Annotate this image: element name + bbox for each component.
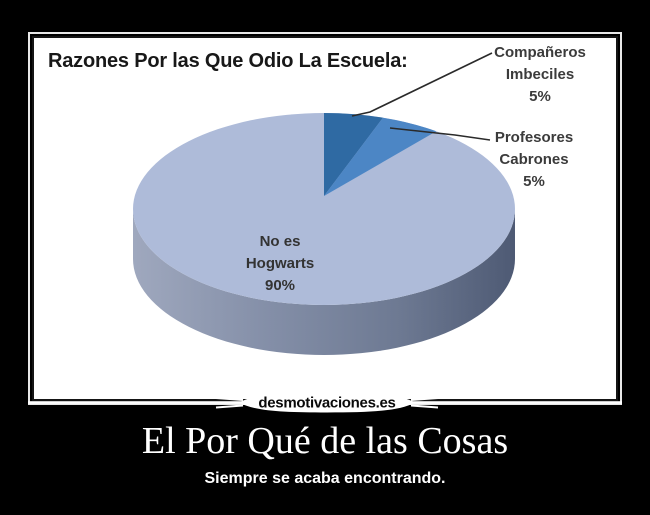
- watermark-ribbon: desmotivaciones.es: [28, 392, 622, 413]
- pie-label-line: Cabrones: [499, 151, 569, 168]
- pie-label-profesores: Profesores Cabrones 5%: [479, 127, 589, 193]
- pie-label-hogwarts: No es Hogwarts 90%: [225, 231, 335, 297]
- pie-label-line: Compañeros: [494, 44, 586, 61]
- caption-subtitle: Siempre se acaba encontrando.: [204, 470, 446, 487]
- leader-line-companeros: [351, 52, 493, 117]
- pie-label-percent: 5%: [529, 88, 551, 105]
- pie-label-companeros: Compañeros Imbeciles 5%: [485, 42, 595, 108]
- pie-chart: [133, 52, 515, 355]
- chart-title: Razones Por las Que Odio La Escuela:: [48, 50, 408, 72]
- pie-label-line: Imbeciles: [505, 66, 575, 83]
- caption-title: El Por Qué de las Cosas: [141, 420, 509, 462]
- pie-side: [133, 209, 515, 355]
- image-frame: Razones Por las Que Odio La Escuela: Com…: [28, 32, 622, 405]
- watermark-text: desmotivaciones.es: [258, 395, 395, 412]
- chart-image: Razones Por las Que Odio La Escuela: Com…: [32, 36, 618, 401]
- pie-label-percent: 5%: [523, 173, 545, 190]
- pie-slice-0: [324, 113, 383, 196]
- watermark-tip-marks: [215, 397, 439, 409]
- pie-label-line: Profesores: [494, 129, 574, 146]
- watermark-lens: [239, 392, 415, 413]
- pie-label-line: No es: [259, 233, 301, 250]
- pie-label-percent: 90%: [264, 277, 296, 294]
- pie-slice-1: [324, 117, 437, 196]
- leader-line-profesores: [389, 127, 491, 141]
- pie-label-line: Hogwarts: [245, 255, 315, 272]
- pie-top-face: [133, 113, 515, 305]
